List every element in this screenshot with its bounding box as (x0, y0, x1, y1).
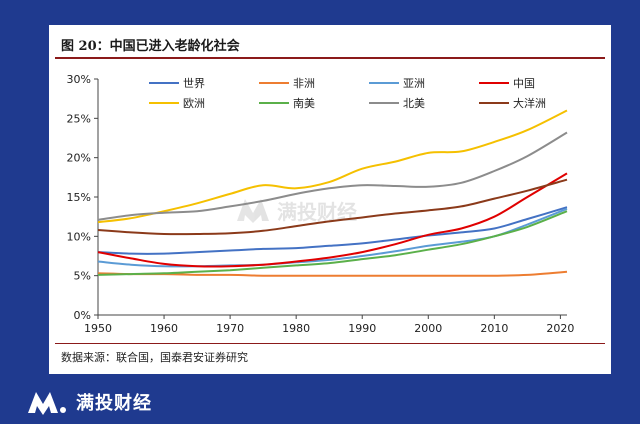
series-line-0 (97, 206, 568, 255)
x-tick-label: 1950 (84, 322, 112, 335)
series-line-5 (97, 210, 568, 276)
series-line-4 (97, 109, 568, 224)
y-tick-label: 20% (67, 152, 91, 165)
figure-title: 图 20：中国已进入老龄化社会 (61, 39, 240, 54)
series-layer (97, 109, 568, 277)
source-divider (55, 343, 605, 344)
legend-label: 欧洲 (183, 97, 205, 110)
legend-label: 中国 (513, 77, 535, 90)
brand-name: 满投财经 (76, 393, 152, 414)
legend-label: 北美 (403, 97, 425, 110)
brand-bar: 满投财经 (26, 387, 152, 417)
legend-label: 非洲 (293, 77, 315, 90)
figure-card: 图 20：中国已进入老龄化社会 满投财经 0% 5% 10% 15% 20% 25% 30%… (49, 25, 611, 374)
legend-label: 大洋洲 (513, 96, 546, 110)
series-line-6 (97, 131, 568, 221)
series-line-3 (97, 172, 568, 268)
axes: 0% 5% 10% 15% 20% 25% 30% 1950 1960 1970 1980 1990 2… (67, 73, 575, 335)
x-tick-label: 2020 (546, 322, 574, 335)
legend-label: 亚洲 (403, 77, 425, 90)
x-tick-label: 2000 (414, 322, 442, 335)
series-line-1 (97, 270, 568, 277)
y-tick-label: 25% (67, 112, 91, 125)
brand-logo-icon (28, 392, 66, 415)
y-tick-label: 5% (74, 270, 91, 283)
y-tick-label: 30% (67, 73, 91, 86)
x-tick-label: 1970 (216, 322, 244, 335)
y-tick-label: 0% (74, 309, 91, 322)
x-tick-label: 1980 (282, 322, 310, 335)
x-tick-label: 2010 (480, 322, 508, 335)
title-divider (55, 57, 605, 59)
series-line-7 (97, 178, 568, 236)
y-tick-label: 15% (67, 191, 91, 204)
y-tick-label: 10% (67, 230, 91, 243)
figure-source: 数据来源：联合国，国泰君安证券研究 (61, 351, 248, 364)
legend-label: 南美 (293, 97, 315, 110)
x-tick-label: 1960 (150, 322, 178, 335)
legend-label: 世界 (183, 77, 205, 90)
line-chart: 满投财经 0%5%10%15%20%25%30%1950 1960 1970 1980… (67, 73, 575, 335)
x-tick-label: 1990 (348, 322, 376, 335)
